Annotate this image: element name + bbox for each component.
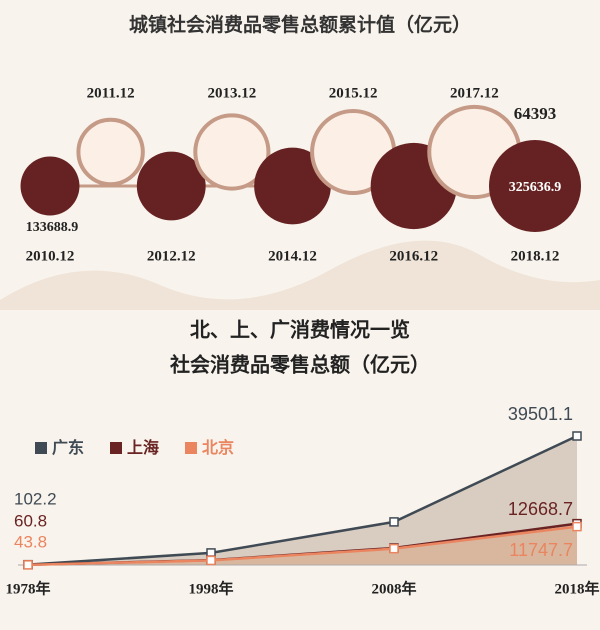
- legend-swatch: [185, 442, 197, 454]
- value-label: 133688.9: [26, 220, 79, 235]
- bubble: [193, 113, 271, 191]
- bubble: [20, 156, 80, 216]
- value-label: 39501.1: [508, 404, 573, 424]
- legend-label: 上海: [127, 438, 159, 457]
- value-label: 60.8: [14, 511, 47, 530]
- value-label: 12668.7: [508, 499, 573, 519]
- x-tick-label: 2018年: [554, 579, 599, 597]
- legend-swatch: [35, 442, 47, 454]
- x-tick-label: 1978年: [5, 579, 50, 597]
- value-label: 43.8: [14, 532, 47, 551]
- category-label: 2010.12: [26, 248, 75, 264]
- chart-title: 城镇社会消费品零售总额累计值（亿元）: [129, 13, 471, 36]
- bubble: [76, 117, 145, 187]
- value-label: 102.2: [14, 489, 57, 508]
- bubble: [254, 147, 331, 225]
- x-tick-label: 1998年: [188, 579, 233, 597]
- value-label: 325636.9: [509, 180, 562, 195]
- area: [28, 526, 577, 565]
- annotation: 64393: [514, 104, 557, 123]
- marker: [572, 431, 582, 441]
- line: [27, 525, 578, 567]
- marker: [572, 521, 582, 532]
- legend-label: 北京: [202, 438, 234, 457]
- legend-swatch: [110, 442, 122, 454]
- value-label: 11747.7: [509, 540, 573, 560]
- category-label: 2011.12: [87, 85, 135, 101]
- category-label: 2012.12: [147, 248, 196, 264]
- bubble: [489, 140, 581, 232]
- category-label: 2014.12: [268, 248, 317, 264]
- legend-label: 广东: [52, 438, 84, 457]
- marker: [389, 543, 399, 554]
- category-label: 2018.12: [511, 248, 560, 264]
- marker: [23, 560, 33, 570]
- x-tick-label: 2008年: [371, 579, 416, 597]
- category-label: 2016.12: [389, 248, 438, 264]
- bubble: [136, 151, 206, 221]
- chart-title: 北、上、广消费情况一览: [190, 317, 410, 341]
- chart-subtitle: 社会消费品零售总额（亿元）: [169, 352, 430, 376]
- area: [28, 436, 577, 565]
- category-label: 2015.12: [329, 85, 378, 101]
- category-label: 2017.12: [450, 85, 499, 101]
- marker: [389, 517, 399, 527]
- mountain-decoration: [0, 240, 600, 310]
- marker: [206, 555, 216, 566]
- category-label: 2013.12: [208, 85, 257, 101]
- line: [27, 434, 578, 566]
